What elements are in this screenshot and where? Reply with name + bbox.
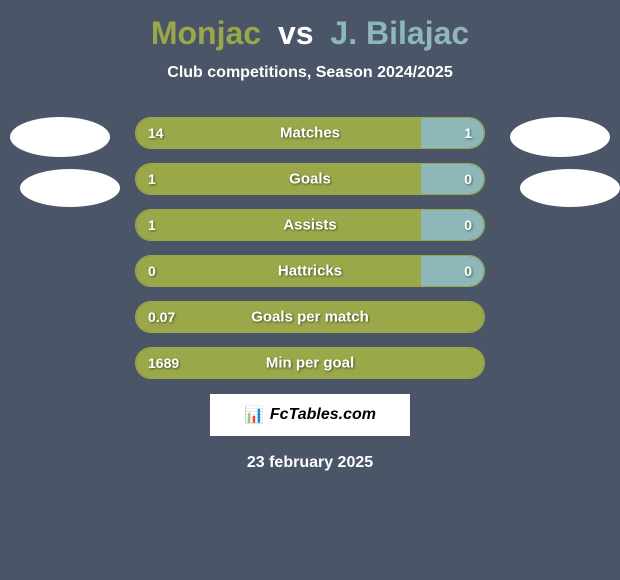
bar-segment-player2 xyxy=(421,210,484,240)
bar-value-left: 1689 xyxy=(148,355,179,371)
chart-area: 14 1 Matches 1 0 Goals 1 0 Assists 0 0 Hattricks 0.0… xyxy=(0,117,620,379)
bar-segment-player1 xyxy=(136,164,421,194)
stat-bar: 1 0 Goals xyxy=(135,163,485,195)
bar-label: Matches xyxy=(280,125,340,142)
bar-value-right: 0 xyxy=(464,171,472,187)
vs-text: vs xyxy=(278,15,314,51)
stat-bar: 0 0 Hattricks xyxy=(135,255,485,287)
stat-bar: 14 1 Matches xyxy=(135,117,485,149)
fctables-logo: 📊 FcTables.com xyxy=(210,394,410,436)
bar-label: Min per goal xyxy=(266,355,354,372)
bar-value-right: 1 xyxy=(464,125,472,141)
bar-label: Goals per match xyxy=(251,309,369,326)
chart-icon: 📊 xyxy=(244,405,264,425)
bar-value-right: 0 xyxy=(464,263,472,279)
player2-name: J. Bilajac xyxy=(330,15,469,51)
bar-value-left: 14 xyxy=(148,125,164,141)
bar-segment-player2 xyxy=(421,256,484,286)
bar-segment-player1 xyxy=(136,118,421,148)
player1-name: Monjac xyxy=(151,15,261,51)
bar-value-right: 0 xyxy=(464,217,472,233)
bar-label: Hattricks xyxy=(278,263,342,280)
stat-bar: 1689 Min per goal xyxy=(135,347,485,379)
bar-segment-player2 xyxy=(421,118,484,148)
stat-bar: 1 0 Assists xyxy=(135,209,485,241)
date-label: 23 february 2025 xyxy=(0,454,620,472)
bar-label: Goals xyxy=(289,171,331,188)
logo-text: FcTables.com xyxy=(270,406,376,424)
player2-avatar-shadow-icon xyxy=(520,169,620,207)
stat-bar: 0.07 Goals per match xyxy=(135,301,485,333)
player2-avatar-icon xyxy=(510,117,610,157)
subtitle: Club competitions, Season 2024/2025 xyxy=(0,64,620,82)
bar-label: Assists xyxy=(283,217,336,234)
player1-avatar-icon xyxy=(10,117,110,157)
bar-value-left: 0.07 xyxy=(148,309,175,325)
player1-avatar-shadow-icon xyxy=(20,169,120,207)
bar-segment-player2 xyxy=(421,164,484,194)
bars-container: 14 1 Matches 1 0 Goals 1 0 Assists 0 0 Hattricks 0.0… xyxy=(135,117,485,379)
comparison-title: Monjac vs J. Bilajac xyxy=(0,15,620,52)
bar-segment-player1 xyxy=(136,210,421,240)
main-container: Monjac vs J. Bilajac Club competitions, … xyxy=(0,0,620,482)
bar-value-left: 0 xyxy=(148,263,156,279)
bar-value-left: 1 xyxy=(148,171,156,187)
bar-value-left: 1 xyxy=(148,217,156,233)
